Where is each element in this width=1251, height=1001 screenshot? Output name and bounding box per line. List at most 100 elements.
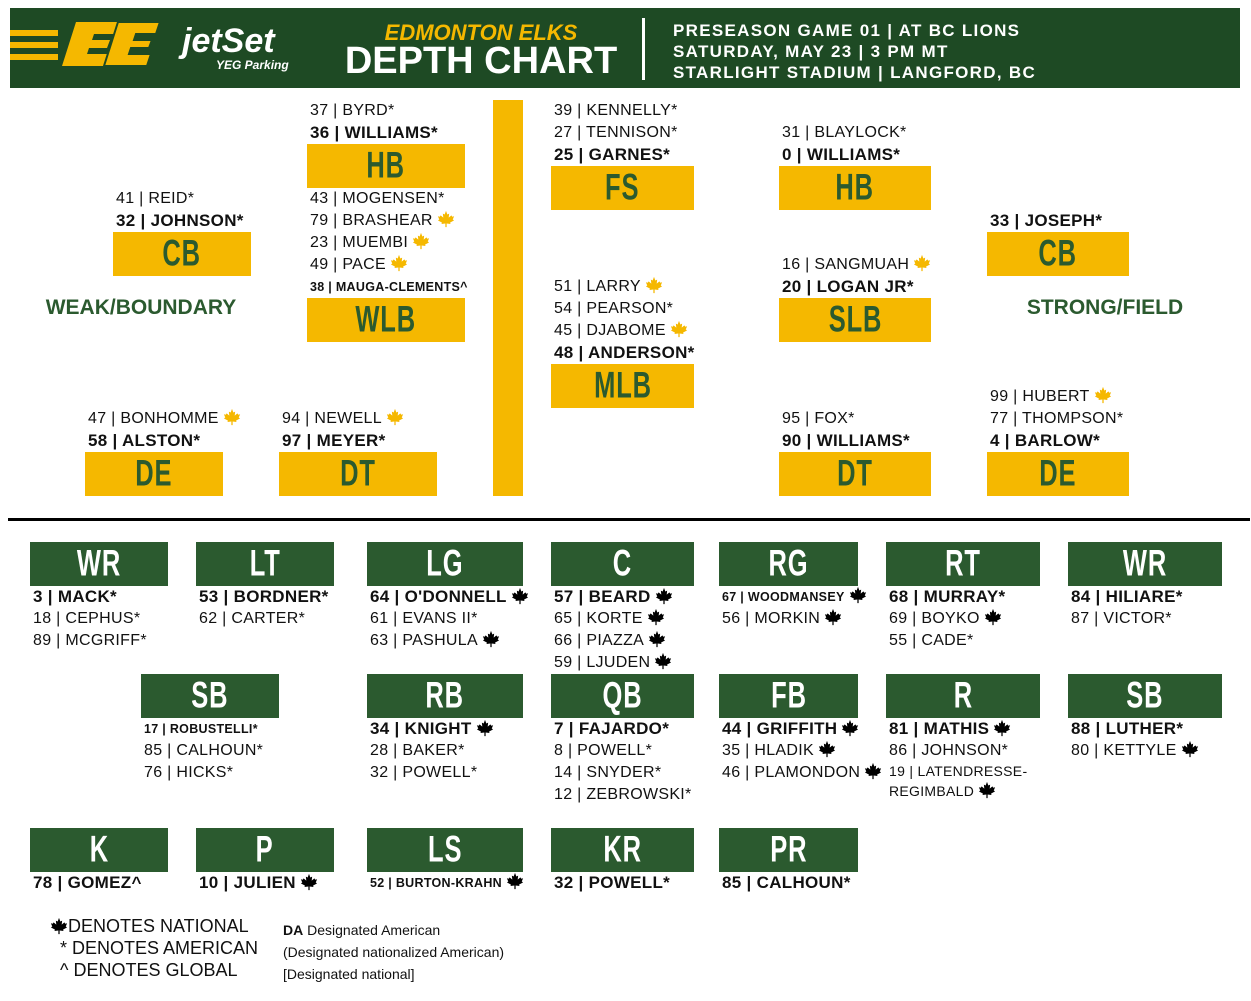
position-label: K (89, 828, 109, 870)
player-name: 38 | MAUGA-CLEMENTS^ (310, 280, 468, 294)
player: 53 | BORDNER* (199, 586, 329, 608)
position-box: CB (113, 232, 251, 276)
player: 19 | LATENDRESSE-REGIMBALD (889, 762, 1039, 799)
player-name: 19 | LATENDRESSE-REGIMBALD (889, 763, 1028, 799)
maple-leaf (818, 740, 836, 758)
player-name: 90 | WILLIAMS* (782, 431, 910, 450)
player-name: 58 | ALSTON* (88, 431, 201, 450)
position-label: R (953, 674, 973, 716)
player-name: 69 | BOYKO (889, 610, 980, 627)
maple-leaf (914, 254, 931, 272)
player: 87 | VICTOR* (1071, 608, 1172, 630)
player-name: 62 | CARTER* (199, 610, 306, 627)
position-label: PR (769, 828, 808, 870)
player-name: 25 | GARNES* (554, 145, 671, 164)
position-label: WR (76, 542, 122, 584)
game-line: PRESEASON GAME 01 | AT BC LIONS (673, 21, 1021, 40)
maple-leaf (482, 630, 500, 648)
position-box: MLB (551, 364, 694, 408)
maple-leaf (223, 408, 240, 426)
position-box: WR (1068, 542, 1222, 586)
player: 43 | MOGENSEN* (310, 188, 445, 210)
position-box: FS (551, 166, 694, 210)
player: 88 | LUTHER* (1071, 718, 1183, 740)
legend-item: * DENOTES AMERICAN (60, 938, 259, 958)
position-label: HB (366, 144, 406, 186)
player: 84 | HILIARE* (1071, 586, 1183, 608)
player-name: 32 | JOHNSON* (116, 211, 244, 230)
position-box: SB (141, 674, 279, 718)
divider (642, 18, 645, 80)
player-name: 84 | HILIARE* (1071, 587, 1183, 606)
player-name: 81 | MATHIS (889, 719, 990, 738)
logo (10, 21, 162, 67)
position-label: DT (340, 452, 376, 494)
separator (8, 518, 1250, 521)
player: 47 | BONHOMME (88, 408, 241, 430)
player-name: 80 | KETTYLE (1071, 742, 1177, 759)
player: 39 | KENNELLY* (554, 100, 678, 122)
player: 51 | LARRY (554, 276, 663, 298)
player: 16 | SANGMUAH (782, 254, 931, 276)
position-label: SB (1126, 674, 1164, 716)
player-name: 78 | GOMEZ^ (33, 873, 142, 892)
maple-leaf (413, 232, 430, 250)
position-label: QB (602, 674, 643, 716)
player: 17 | ROBUSTELLI* (144, 718, 258, 740)
player: 56 | MORKIN (722, 608, 842, 630)
player: 86 | JOHNSON* (889, 740, 1008, 762)
player: 85 | CALHOUN* (144, 740, 263, 762)
legend-item: [Designated national] (283, 966, 415, 982)
maple-leaf (865, 762, 882, 780)
player: 54 | PEARSON* (554, 298, 673, 320)
player-name: 47 | BONHOMME (88, 410, 219, 427)
sponsor-sub: YEG Parking (216, 58, 289, 72)
player-name: 61 | EVANS II* (370, 610, 478, 627)
player-name: 34 | KNIGHT (370, 719, 472, 738)
position-box: DE (85, 452, 223, 496)
player: 23 | MUEMBI (310, 232, 430, 254)
position-box: DT (279, 452, 437, 496)
player-name: 53 | BORDNER* (199, 587, 329, 606)
player-name: 31 | BLAYLOCK* (782, 124, 907, 141)
player: 20 | LOGAN JR* (782, 276, 914, 298)
player: 67 | WOODMANSEY (722, 586, 867, 608)
position-box: DE (987, 452, 1129, 496)
maple-leaf (670, 320, 687, 338)
player-name: 79 | BRASHEAR (310, 212, 433, 229)
maple-leaf (842, 719, 859, 737)
maple-leaf (649, 630, 666, 648)
title: DEPTH CHART (344, 40, 618, 82)
player-name: 45 | DJABOME (554, 322, 666, 339)
player: 41 | REID* (116, 188, 194, 210)
maple-leaf (979, 781, 996, 799)
player-name: 27 | TENNISON* (554, 124, 678, 141)
player: 37 | BYRD* (310, 100, 395, 122)
header: jetSet YEG Parking EDMONTON ELKS DEPTH C… (10, 8, 1240, 88)
player-name: 87 | VICTOR* (1071, 610, 1172, 627)
player-name: 85 | CALHOUN* (722, 873, 851, 892)
position-box: RB (367, 674, 523, 718)
legend-item: DA Designated American (283, 919, 504, 941)
position-box: QB (551, 674, 694, 718)
player: 90 | WILLIAMS* (782, 430, 910, 452)
game-line: SATURDAY, MAY 23 | 3 PM MT (673, 42, 949, 61)
player-name: 44 | GRIFFITH (722, 719, 838, 738)
maple-leaf (511, 587, 528, 605)
maple-leaf (386, 408, 404, 426)
position-box: LS (367, 828, 523, 872)
position-label: FS (605, 166, 640, 208)
player: 34 | KNIGHT (370, 718, 494, 740)
player-name: 39 | KENNELLY* (554, 102, 678, 119)
player: 52 | BURTON-KRAHN (370, 872, 524, 894)
player-name: 3 | MACK* (33, 587, 117, 606)
position-label: WR (1122, 542, 1168, 584)
player-name: 57 | BEARD (554, 587, 651, 606)
player: 32 | POWELL* (554, 872, 670, 894)
player-name: 68 | MURRAY* (889, 587, 1006, 606)
player-name: 67 | WOODMANSEY (722, 590, 845, 604)
maple-leaf (984, 608, 1001, 626)
player: 79 | BRASHEAR (310, 210, 455, 232)
position-box: CB (987, 232, 1129, 276)
side-label: STRONG/FIELD (1026, 296, 1184, 319)
